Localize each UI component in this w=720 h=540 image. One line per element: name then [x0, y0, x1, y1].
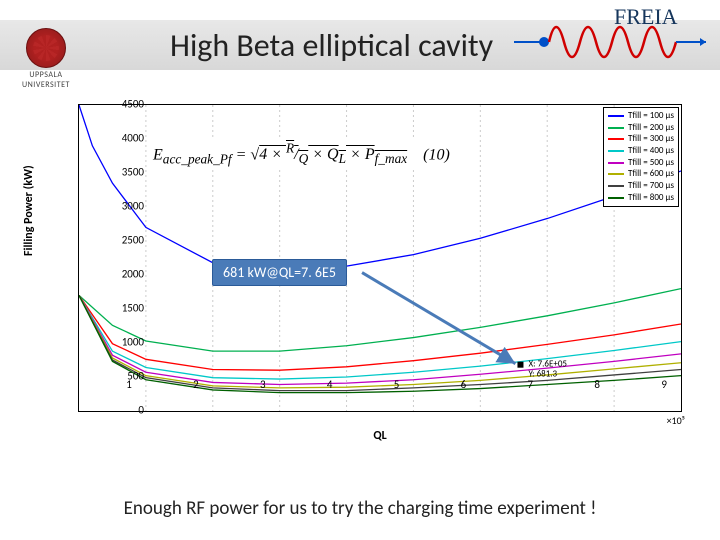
y-tick: 3500 [104, 166, 144, 179]
legend-item: Tfill = 800 µs [608, 192, 674, 204]
legend-item: Tfill = 100 µs [608, 110, 674, 122]
x-tick: 6 [461, 378, 467, 391]
plot-area: X: 7.6E+05Y: 681.3 Eacc_peak_Pf = √4 × R… [78, 104, 682, 412]
uppsala-seal-icon [26, 28, 66, 68]
uppsala-text: UPPSALAUNIVERSITET [22, 70, 70, 90]
y-tick: 1500 [104, 302, 144, 315]
x-tick: 7 [528, 378, 534, 391]
x-tick: 3 [260, 378, 266, 391]
y-tick: 0 [104, 404, 144, 417]
legend-item: Tfill = 600 µs [608, 168, 674, 180]
legend-item: Tfill = 200 µs [608, 122, 674, 134]
x-axis-label: QL [373, 429, 386, 443]
freia-text: FREIA [614, 4, 678, 29]
y-tick: 1000 [104, 336, 144, 349]
x-axis-exponent: ×10⁵ [667, 414, 685, 427]
y-axis-label: Filling Power (kW) [22, 165, 36, 256]
y-tick: 2500 [104, 234, 144, 247]
x-tick: 2 [193, 378, 199, 391]
y-tick: 500 [104, 370, 144, 383]
slide-title: High Beta elliptical cavity [170, 26, 493, 65]
x-tick: 9 [661, 378, 667, 391]
y-tick: 3000 [104, 200, 144, 213]
x-tick: 4 [327, 378, 333, 391]
chart: Filling Power (kW) X: 7.6E+05Y: 681.3 Ea… [28, 96, 700, 446]
uppsala-logo: UPPSALAUNIVERSITET [22, 28, 70, 90]
x-tick: 8 [594, 378, 600, 391]
legend-item: Tfill = 400 µs [608, 145, 674, 157]
legend-item: Tfill = 300 µs [608, 133, 674, 145]
y-tick: 4500 [104, 98, 144, 111]
caption: Enough RF power for us to try the chargi… [0, 497, 720, 520]
y-tick: 2000 [104, 268, 144, 281]
freia-logo: FREIA [514, 2, 714, 62]
legend-item: Tfill = 500 µs [608, 157, 674, 169]
y-tick: 4000 [104, 132, 144, 145]
legend-item: Tfill = 700 µs [608, 180, 674, 192]
legend: Tfill = 100 µsTfill = 200 µsTfill = 300 … [603, 107, 679, 207]
x-tick: 5 [394, 378, 400, 391]
formula: Eacc_peak_Pf = √4 × R/Q × QL × Pf_max (1… [149, 139, 454, 170]
callout-label: 681 kW@QL=7. 6E5 [212, 259, 347, 286]
